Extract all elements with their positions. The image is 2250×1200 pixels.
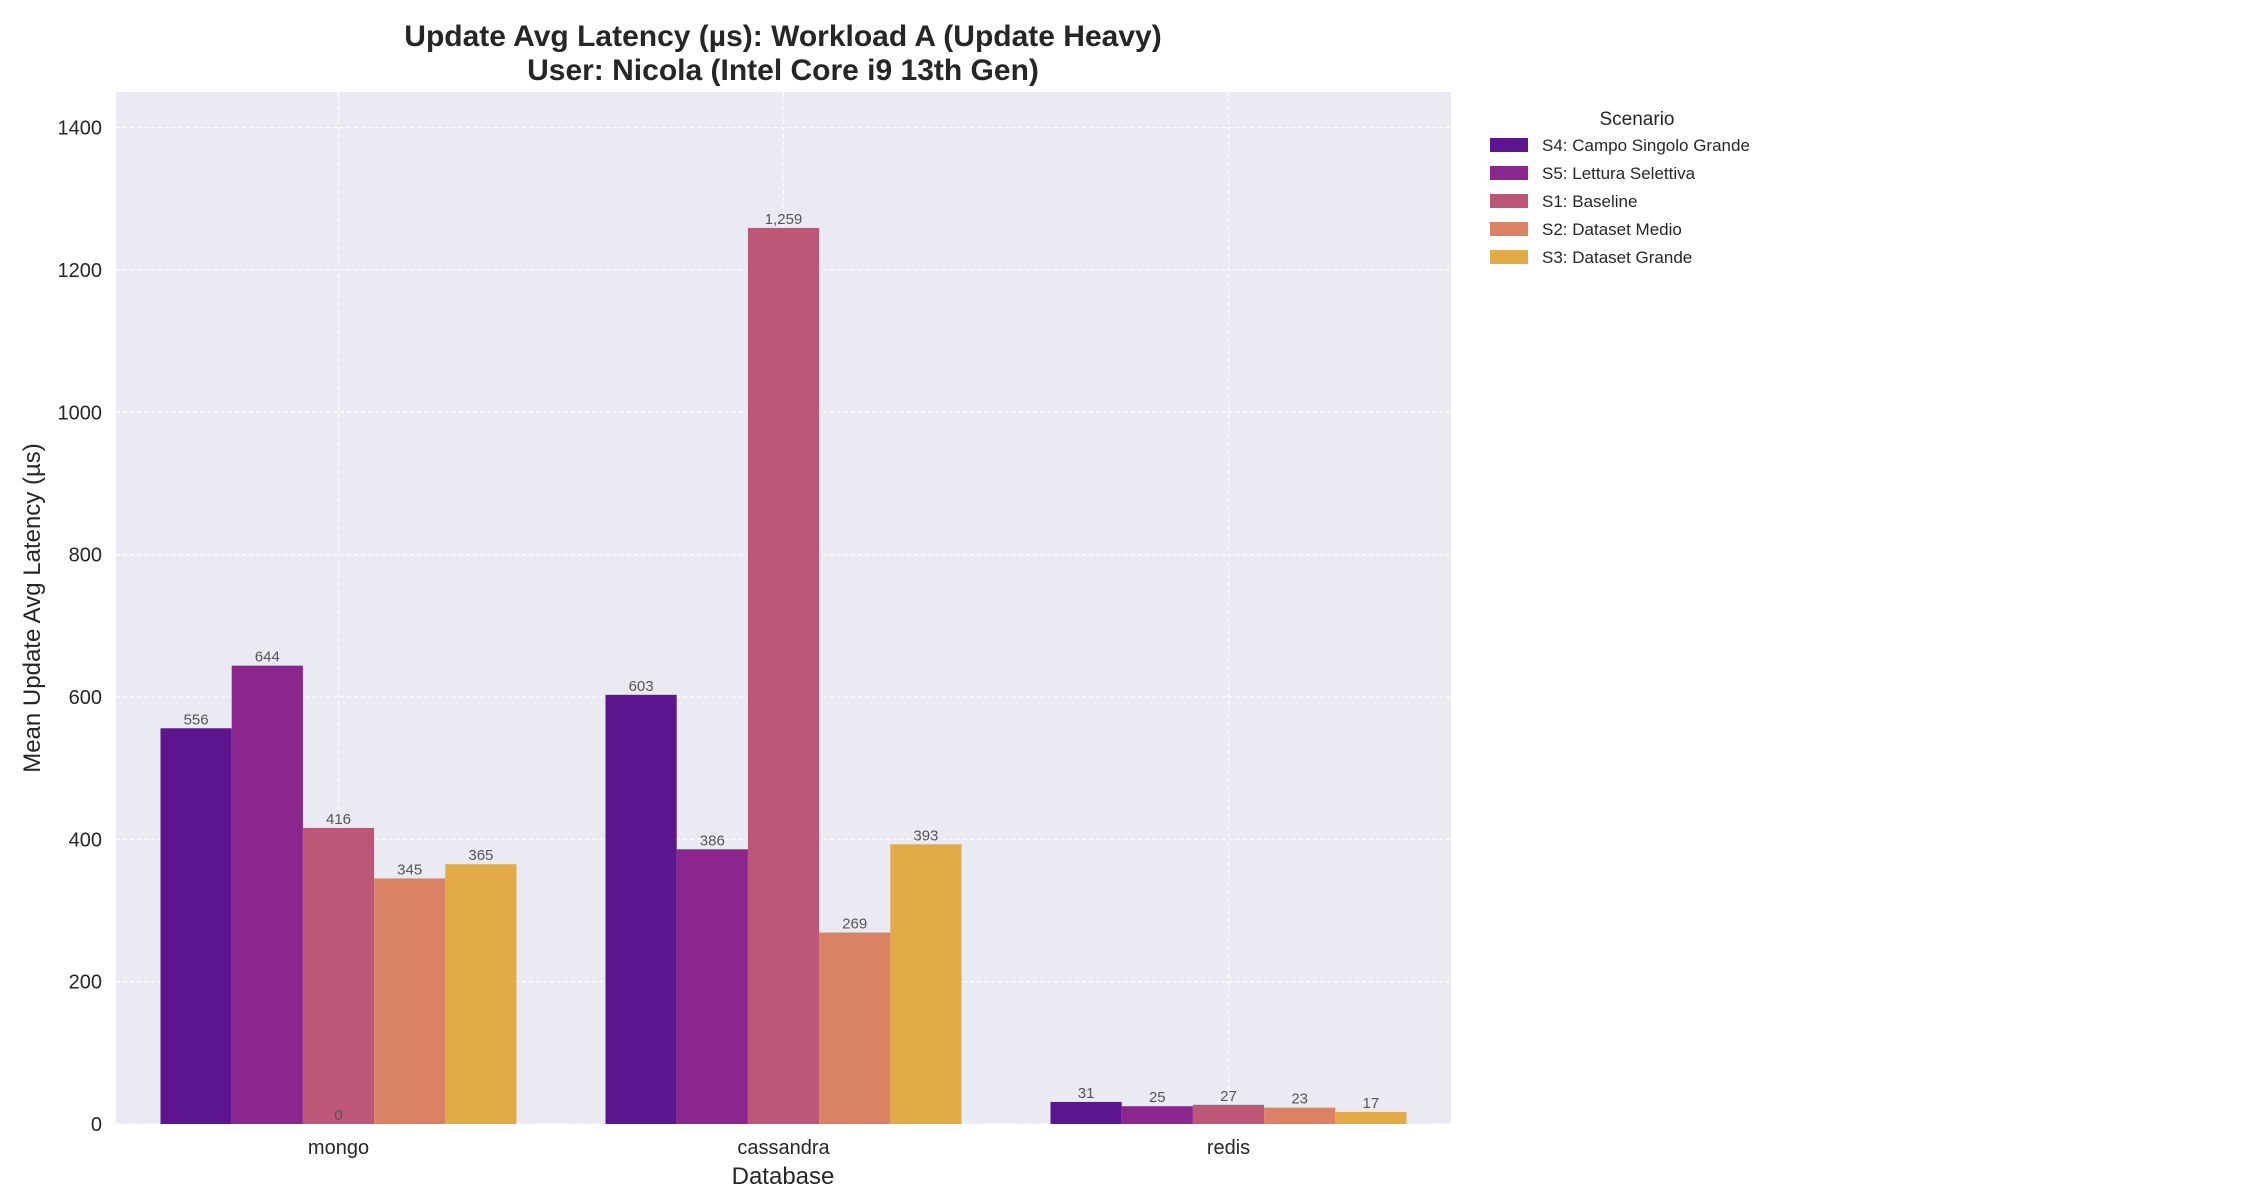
legend-swatch	[1490, 166, 1528, 180]
bar	[747, 227, 820, 1124]
legend: Scenario S4: Campo Singolo Grande S5: Let…	[1490, 109, 1750, 267]
chart-title-line-2: User: Nicola (Intel Core i9 13th Gen)	[527, 54, 1039, 87]
y-tick-label: 800	[69, 545, 102, 567]
legend-entry-label: S4: Campo Singolo Grande	[1542, 136, 1750, 155]
y-tick-label: 600	[69, 687, 102, 709]
bar-value-label: 386	[700, 832, 725, 849]
bar	[1050, 1101, 1122, 1124]
y-tick-label: 400	[69, 829, 102, 851]
annotation-label: 0	[334, 1107, 342, 1124]
bar	[302, 827, 375, 1124]
bar-value-label: 31	[1078, 1085, 1095, 1102]
bar	[445, 864, 517, 1124]
legend-swatch	[1490, 222, 1528, 236]
bars	[160, 227, 1407, 1124]
bar-value-label: 603	[629, 678, 654, 695]
legend-swatch	[1490, 194, 1528, 208]
x-tick-label: redis	[1207, 1137, 1250, 1159]
x-axis-ticks: mongo cassandra redis	[308, 1137, 1250, 1159]
bar-value-label: 1,259	[765, 211, 803, 228]
bar	[1264, 1107, 1336, 1124]
legend-entry-label: S2: Dataset Medio	[1542, 220, 1682, 239]
x-axis-label: Database	[732, 1163, 835, 1190]
y-tick-label: 1200	[58, 260, 103, 282]
y-tick-label: 1000	[58, 402, 103, 424]
bar-value-label: 345	[397, 861, 422, 878]
x-tick-label: mongo	[308, 1137, 369, 1159]
bar	[676, 849, 748, 1124]
bar-value-label: 269	[842, 916, 867, 933]
bar-value-label: 644	[255, 649, 280, 666]
legend-entry-label: S3: Dataset Grande	[1542, 248, 1692, 267]
bar	[160, 728, 232, 1124]
x-tick-label: cassandra	[737, 1137, 830, 1159]
bar-value-label: 23	[1291, 1091, 1308, 1108]
bar	[231, 665, 303, 1124]
bar-value-label: 17	[1363, 1095, 1380, 1112]
legend-swatch	[1490, 250, 1528, 264]
y-axis-label: Mean Update Avg Latency (µs)	[19, 443, 46, 773]
legend-entry-label: S5: Lettura Selettiva	[1542, 164, 1696, 183]
bar-value-label: 416	[326, 811, 351, 828]
bar-value-label: 25	[1149, 1089, 1166, 1106]
bar-value-label: 27	[1220, 1088, 1237, 1105]
y-tick-label: 0	[91, 1114, 102, 1136]
bar	[374, 878, 446, 1124]
bar	[1121, 1106, 1193, 1124]
bar-value-label: 556	[184, 711, 209, 728]
bar-value-label: 393	[913, 827, 938, 844]
bar	[890, 844, 962, 1124]
chart-title-line-1: Update Avg Latency (µs): Workload A (Upd…	[404, 20, 1161, 53]
y-tick-label: 1400	[58, 118, 103, 140]
legend-title: Scenario	[1600, 109, 1675, 130]
bar	[1335, 1111, 1407, 1124]
legend-entry-label: S1: Baseline	[1542, 192, 1637, 211]
legend-swatch	[1490, 138, 1528, 152]
y-axis-ticks: 0 200 400 600 800 1000 1200 1400	[58, 118, 103, 1136]
bar	[1192, 1104, 1265, 1124]
bar	[605, 694, 677, 1124]
bar	[819, 932, 891, 1124]
bar-value-label: 365	[468, 847, 493, 864]
y-tick-label: 200	[69, 972, 102, 994]
data-labels: 556 603 31 644 386 25 416 1,259 27 345 269 23 365 393…	[184, 211, 1380, 1124]
